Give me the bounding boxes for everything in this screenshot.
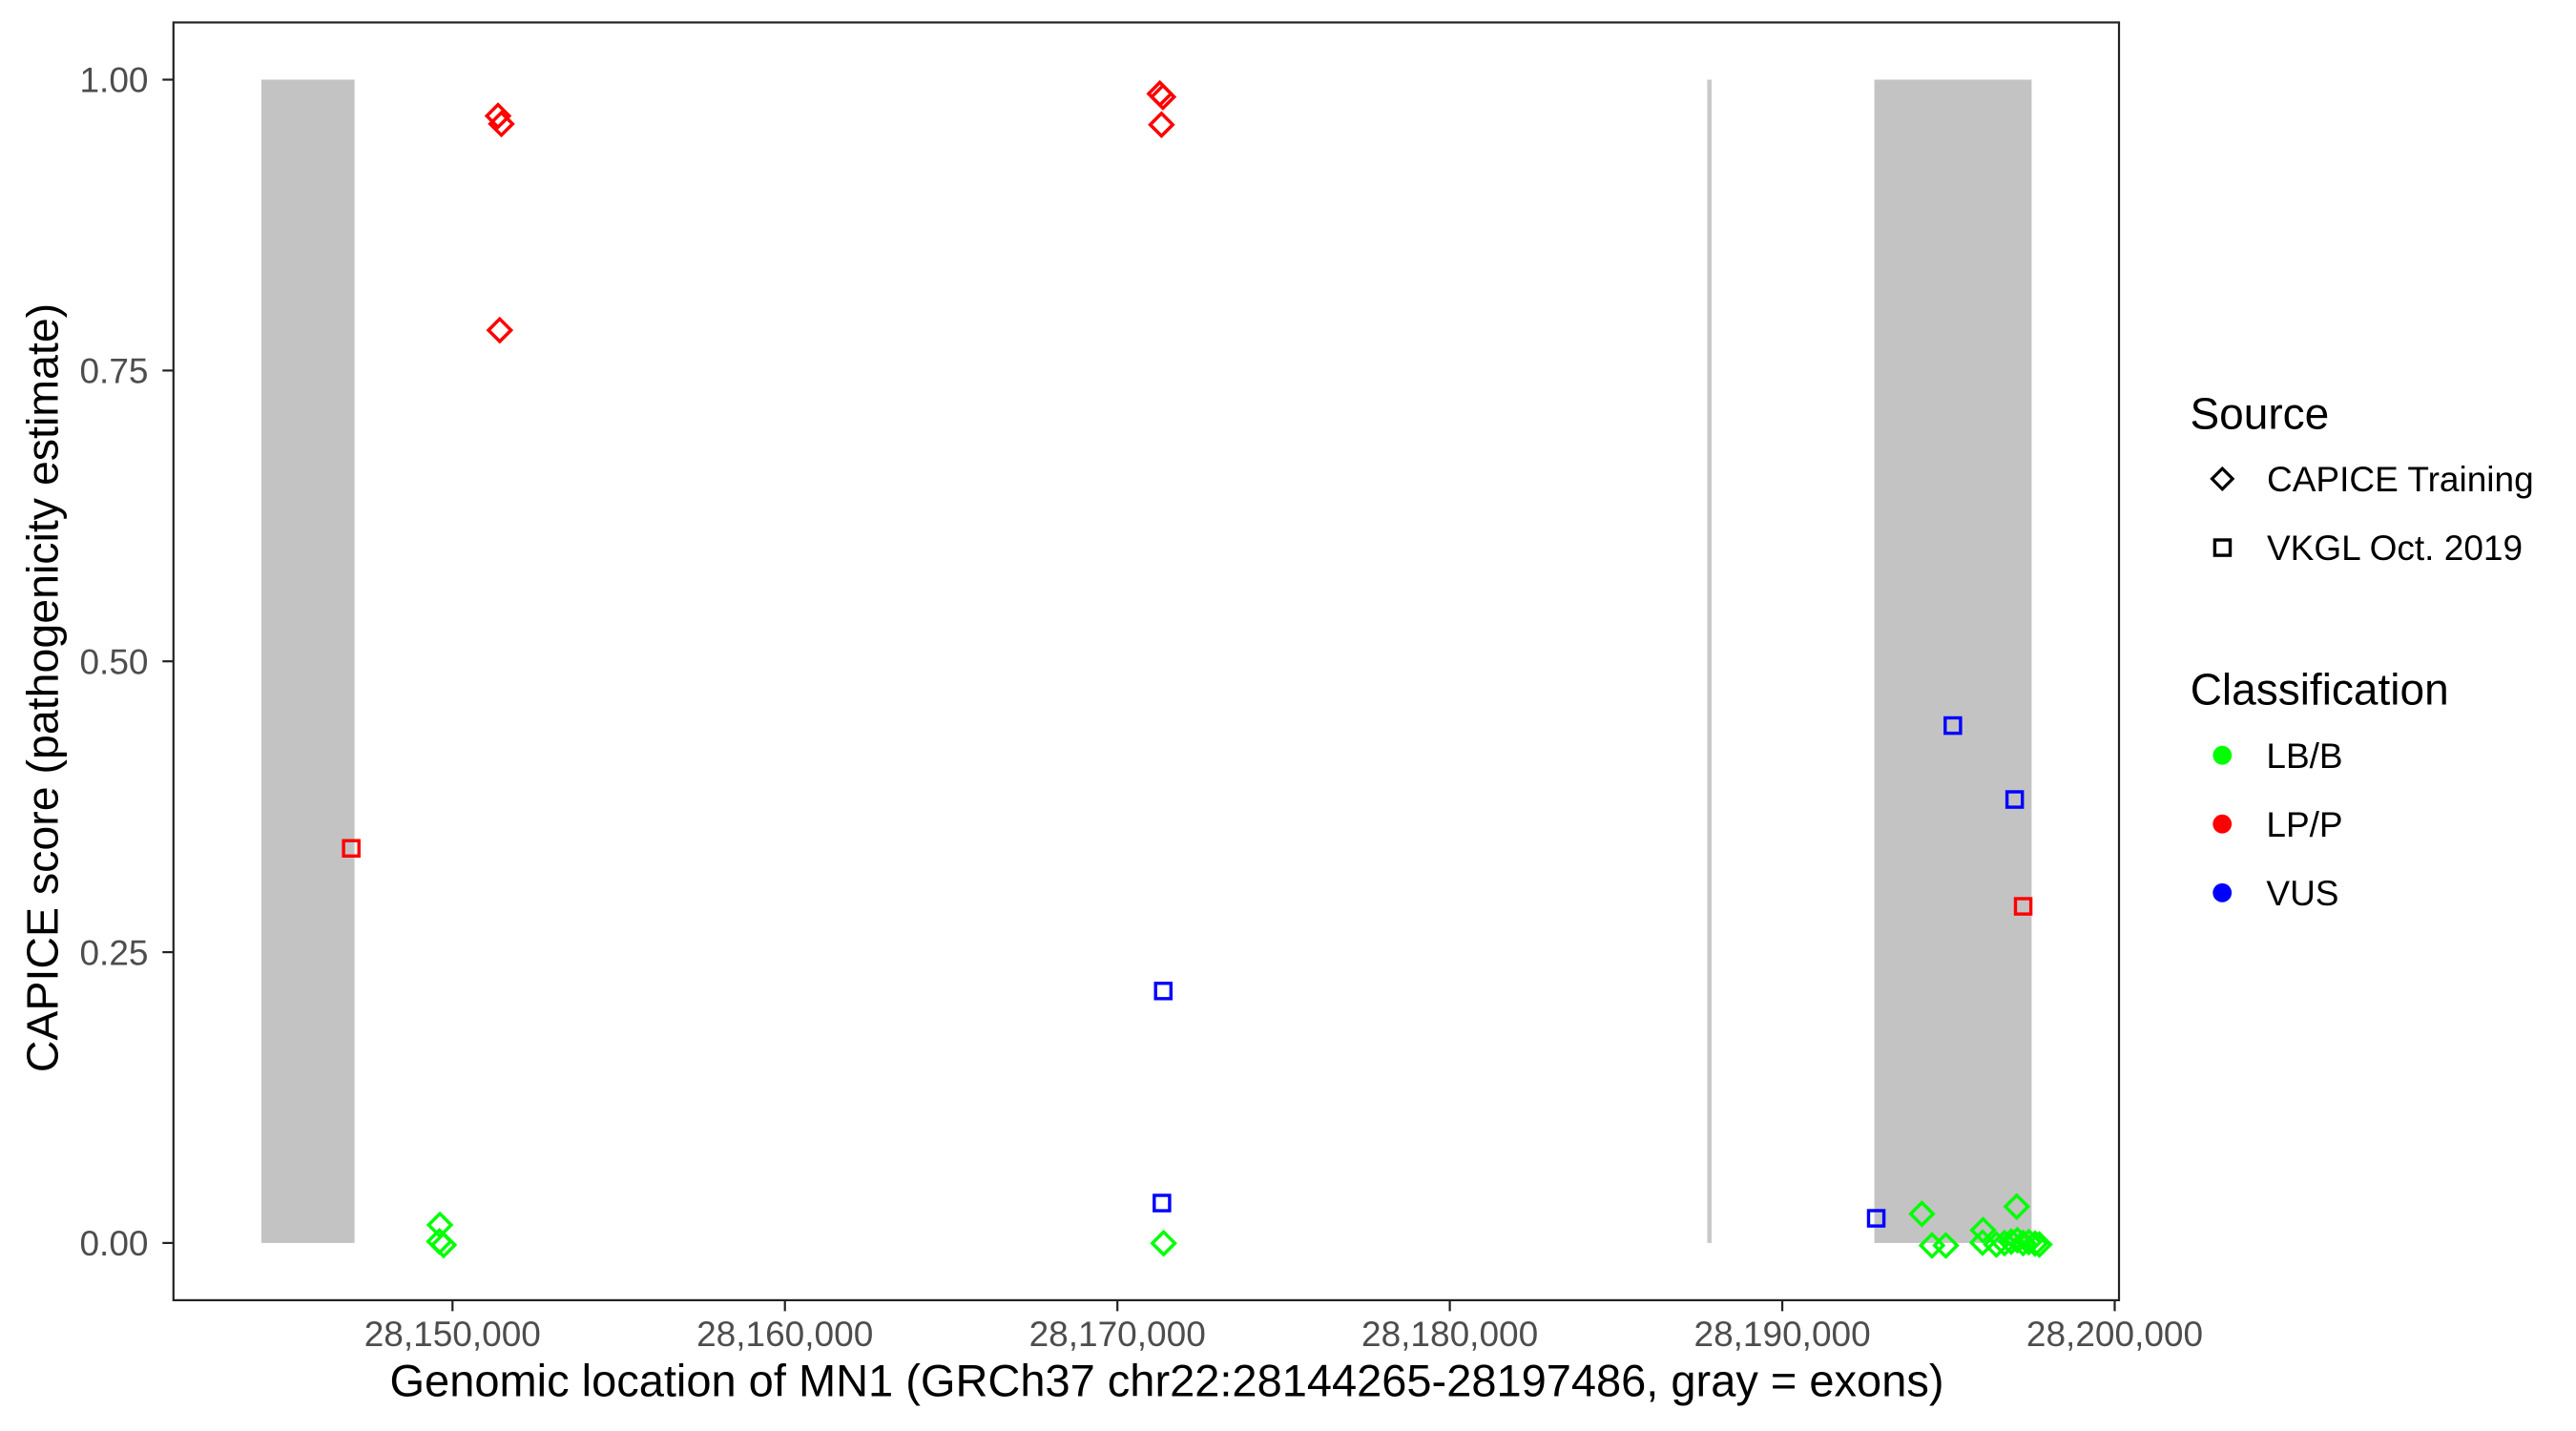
svg-text:Genomic location of MN1 (GRCh3: Genomic location of MN1 (GRCh37 chr22:28… (390, 1356, 1944, 1406)
svg-text:28,180,000: 28,180,000 (1361, 1315, 1538, 1354)
svg-text:28,160,000: 28,160,000 (696, 1315, 873, 1354)
svg-text:0.50: 0.50 (79, 642, 148, 681)
svg-text:28,200,000: 28,200,000 (2026, 1315, 2203, 1354)
svg-text:LP/P: LP/P (2266, 805, 2342, 844)
svg-text:LB/B: LB/B (2266, 736, 2342, 776)
svg-text:0.25: 0.25 (79, 933, 148, 972)
svg-text:Source: Source (2191, 389, 2330, 439)
svg-text:Classification: Classification (2191, 665, 2449, 715)
svg-text:28,190,000: 28,190,000 (1694, 1315, 1871, 1354)
svg-text:0.75: 0.75 (79, 352, 148, 391)
svg-text:0.00: 0.00 (79, 1224, 148, 1263)
svg-text:VKGL Oct. 2019: VKGL Oct. 2019 (2267, 529, 2523, 568)
svg-text:1.00: 1.00 (79, 61, 148, 100)
svg-text:CAPICE Training: CAPICE Training (2267, 460, 2534, 499)
svg-text:VUS: VUS (2266, 874, 2338, 913)
svg-text:28,150,000: 28,150,000 (364, 1315, 541, 1354)
svg-text:28,170,000: 28,170,000 (1029, 1315, 1206, 1354)
svg-text:CAPICE score (pathogenicity es: CAPICE score (pathogenicity estimate) (18, 303, 68, 1072)
